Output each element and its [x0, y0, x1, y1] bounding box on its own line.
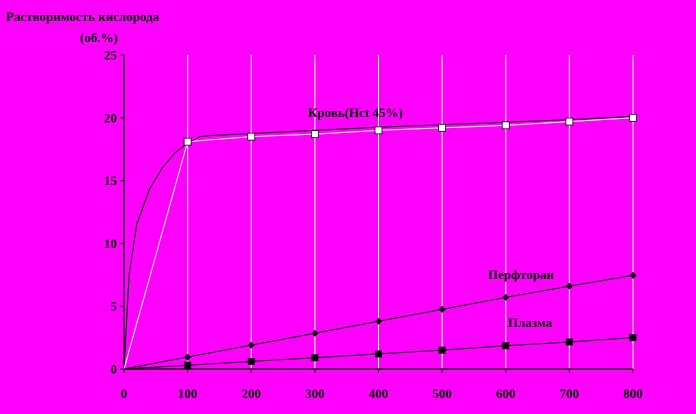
point-diamond	[438, 305, 446, 313]
x-tick-label-100: 100	[178, 386, 198, 401]
x-tick-label-700: 700	[560, 386, 580, 401]
point-filled-square	[565, 338, 573, 346]
series-label-perftoran: Перфторан	[488, 267, 555, 282]
series-2	[123, 334, 637, 370]
x-tick-label-800: 800	[623, 386, 643, 401]
point-open-square	[310, 130, 319, 139]
axes	[120, 54, 634, 373]
point-filled-square	[629, 334, 637, 342]
point-open-square	[629, 113, 637, 122]
series-label-plasma: Плазма	[508, 315, 553, 330]
x-tick-label-500: 500	[432, 386, 452, 401]
x-tick-label-600: 600	[496, 386, 516, 401]
point-diamond	[565, 282, 573, 290]
point-diamond	[247, 341, 255, 349]
series-0-fit-curve	[123, 116, 634, 370]
x-tick-label-0: 0	[121, 386, 128, 401]
point-open-square	[565, 117, 574, 126]
tick-labels: 0 5 10 15 20 25 0 100 200 300 400 500 600 700 800	[104, 48, 643, 402]
point-open-square	[247, 132, 256, 141]
point-filled-square	[502, 342, 510, 350]
y-tick-label-20: 20	[104, 110, 117, 125]
point-open-square	[183, 137, 192, 146]
plot-area	[123, 113, 637, 370]
point-diamond	[375, 317, 382, 325]
y-tick-label-0: 0	[111, 362, 118, 377]
point-diamond	[311, 329, 319, 337]
y-axis-title-line-2: (об.%)	[80, 30, 118, 45]
x-tick-label-300: 300	[305, 386, 325, 401]
series-1	[123, 271, 637, 370]
series-label-blood: Кровь(Hct 45%)	[308, 105, 403, 120]
y-tick-label-15: 15	[104, 173, 118, 188]
point-diamond	[502, 293, 510, 301]
point-filled-square	[438, 346, 446, 354]
series-0	[123, 113, 637, 370]
y-tick-label-25: 25	[104, 48, 118, 63]
y-tick-label-10: 10	[104, 236, 117, 251]
point-diamond	[629, 271, 637, 279]
point-filled-square	[184, 361, 192, 369]
point-open-square	[374, 126, 383, 135]
point-open-square	[438, 123, 447, 132]
y-axis-title-line-1: Растворимость кислорода	[6, 9, 160, 24]
y-tick-label-5: 5	[111, 299, 118, 314]
gridlines	[187, 55, 634, 369]
point-filled-square	[311, 354, 319, 362]
point-filled-square	[247, 357, 255, 365]
point-filled-square	[375, 350, 382, 358]
point-open-square	[501, 121, 510, 130]
x-tick-label-200: 200	[242, 386, 262, 401]
x-tick-label-400: 400	[369, 386, 389, 401]
point-diamond	[184, 353, 192, 361]
